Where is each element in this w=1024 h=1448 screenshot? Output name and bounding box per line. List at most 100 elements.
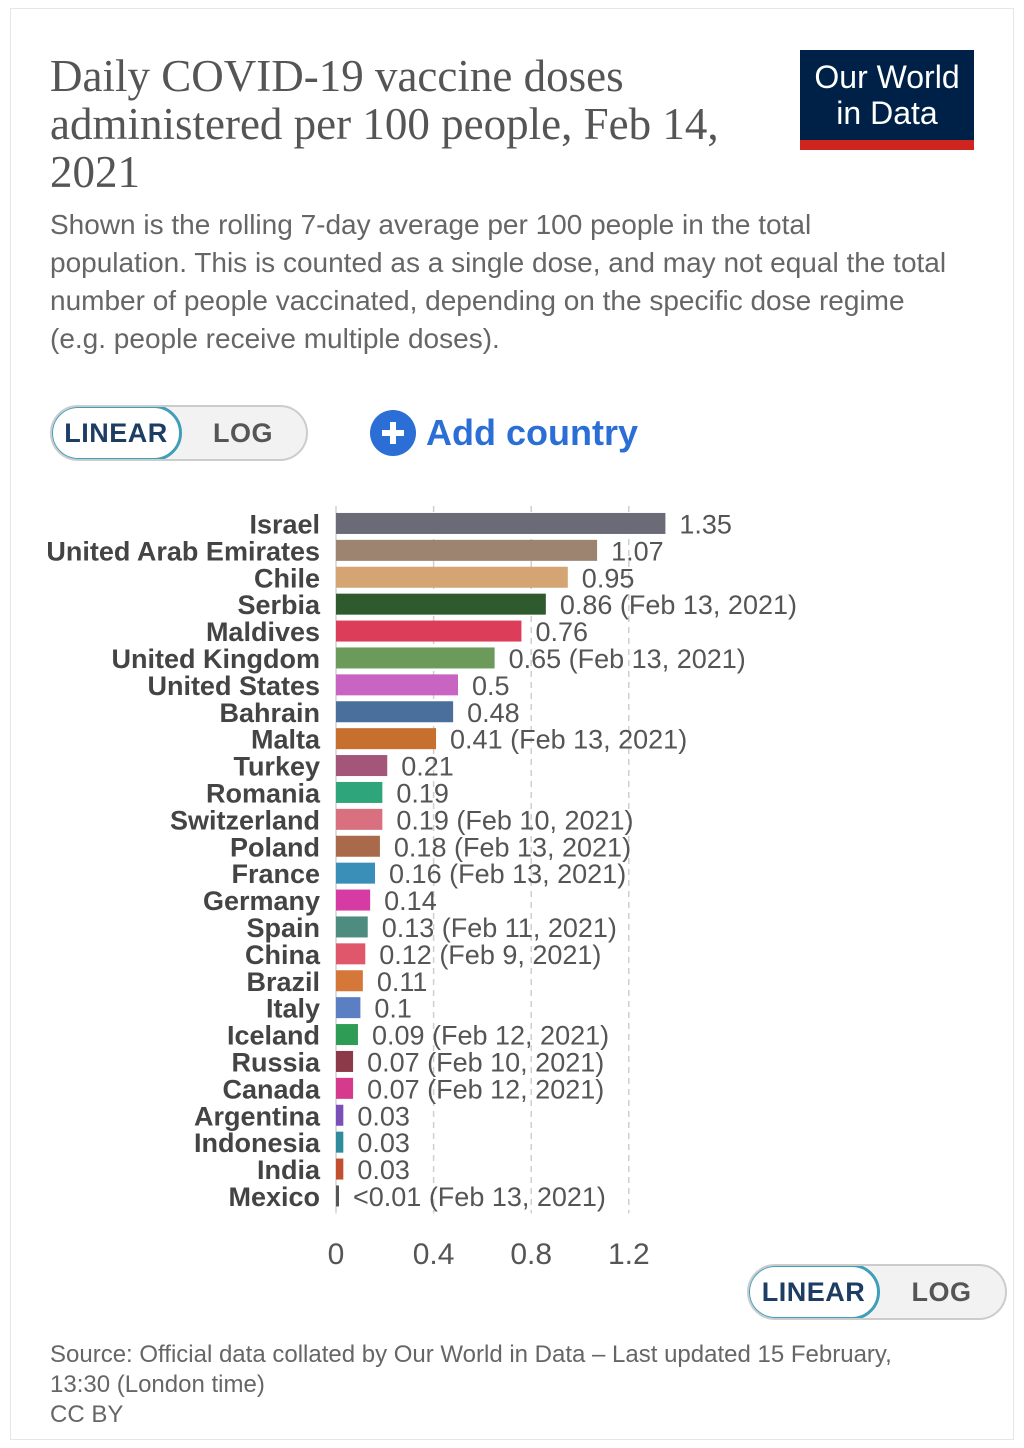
category-label: Turkey bbox=[233, 752, 320, 782]
chart-title: Daily COVID-19 vaccine doses administere… bbox=[50, 51, 719, 197]
bar bbox=[336, 781, 383, 803]
data-label: 0.18 (Feb 13, 2021) bbox=[394, 832, 631, 862]
category-label: Brazil bbox=[246, 967, 320, 997]
data-label: 0.95 bbox=[582, 563, 635, 593]
category-label: Canada bbox=[222, 1074, 321, 1104]
data-label: 1.07 bbox=[611, 536, 664, 566]
data-label: 0.03 bbox=[357, 1101, 410, 1131]
data-label: 0.07 (Feb 12, 2021) bbox=[367, 1074, 604, 1104]
data-label: 0.1 bbox=[374, 994, 412, 1024]
bar bbox=[336, 512, 666, 534]
bar bbox=[336, 1104, 344, 1126]
chart-footer: Source: Official data collated by Our Wo… bbox=[50, 1340, 950, 1430]
data-label: 0.07 (Feb 10, 2021) bbox=[367, 1047, 604, 1077]
category-label: Spain bbox=[246, 913, 320, 943]
category-label: Poland bbox=[230, 832, 320, 862]
bar bbox=[336, 808, 383, 830]
logo-text-line2: in Data bbox=[836, 95, 938, 131]
category-label: Mexico bbox=[228, 1182, 320, 1212]
data-label: 0.16 (Feb 13, 2021) bbox=[389, 859, 626, 889]
data-label: 0.03 bbox=[357, 1155, 410, 1185]
category-label: United States bbox=[147, 671, 320, 701]
owid-logo[interactable]: Our World in Data bbox=[800, 50, 974, 150]
bar bbox=[336, 862, 376, 884]
data-label: 0.65 (Feb 13, 2021) bbox=[509, 644, 746, 674]
data-label: 1.35 bbox=[679, 509, 732, 539]
category-label: Maldives bbox=[206, 617, 320, 647]
x-tick-label: 1.2 bbox=[608, 1238, 650, 1271]
bar bbox=[336, 889, 371, 911]
category-label: Russia bbox=[231, 1047, 321, 1077]
category-label: Malta bbox=[251, 725, 321, 755]
bar bbox=[336, 728, 437, 750]
bar bbox=[336, 1131, 344, 1153]
bar bbox=[336, 755, 388, 777]
bar bbox=[336, 970, 363, 992]
logo-text-line1: Our World bbox=[814, 59, 960, 95]
data-label: 0.13 (Feb 11, 2021) bbox=[382, 913, 617, 943]
bar bbox=[336, 1050, 354, 1072]
category-label: Germany bbox=[203, 886, 320, 916]
category-label: United Arab Emirates bbox=[46, 536, 320, 566]
bar bbox=[336, 566, 568, 588]
bar bbox=[336, 916, 368, 938]
x-tick-label: 0.8 bbox=[510, 1238, 552, 1271]
bar bbox=[336, 539, 598, 561]
data-label: 0.48 bbox=[467, 698, 520, 728]
chart-subtitle: Shown is the rolling 7-day average per 1… bbox=[50, 209, 947, 354]
category-label: Serbia bbox=[237, 590, 321, 620]
data-label: 0.03 bbox=[357, 1128, 410, 1158]
category-label: Iceland bbox=[227, 1021, 320, 1051]
bar bbox=[336, 1024, 358, 1046]
category-label: Italy bbox=[266, 994, 320, 1024]
category-label: China bbox=[245, 940, 321, 970]
scale-toggle-top: LINEAR LOG bbox=[50, 405, 308, 461]
log-scale-button[interactable]: LOG bbox=[213, 417, 273, 448]
add-country-label: Add country bbox=[426, 412, 638, 453]
category-label: Indonesia bbox=[194, 1128, 321, 1158]
chart-card bbox=[10, 8, 1014, 1440]
bar bbox=[336, 943, 366, 965]
bar bbox=[336, 647, 495, 669]
data-label: 0.41 (Feb 13, 2021) bbox=[450, 725, 687, 755]
data-label: 0.09 (Feb 12, 2021) bbox=[372, 1021, 609, 1051]
x-tick-label: 0.4 bbox=[413, 1238, 455, 1271]
category-label: Romania bbox=[206, 778, 321, 808]
bar bbox=[336, 997, 361, 1019]
bar bbox=[336, 1158, 344, 1180]
data-label: 0.19 bbox=[396, 778, 449, 808]
data-label: <0.01 (Feb 13, 2021) bbox=[353, 1182, 606, 1212]
category-label: Bahrain bbox=[219, 698, 320, 728]
plus-circle-icon bbox=[370, 410, 416, 456]
bar bbox=[336, 1185, 339, 1207]
data-label: 0.11 bbox=[377, 967, 428, 997]
category-label: France bbox=[231, 859, 320, 889]
bar bbox=[336, 701, 454, 723]
bar bbox=[336, 593, 546, 615]
add-country-button[interactable]: Add country bbox=[370, 405, 638, 461]
bar bbox=[336, 835, 380, 857]
data-label: 0.14 bbox=[384, 886, 437, 916]
linear-scale-button[interactable]: LINEAR bbox=[52, 407, 182, 459]
data-label: 0.19 (Feb 10, 2021) bbox=[396, 805, 633, 835]
bar bbox=[336, 620, 522, 642]
scale-toggle-bottom: LINEAR LOG bbox=[747, 1264, 1007, 1320]
bar bbox=[336, 1077, 354, 1099]
linear-scale-button-bottom[interactable]: LINEAR bbox=[749, 1266, 880, 1318]
bar bbox=[336, 674, 458, 696]
category-label: Argentina bbox=[194, 1101, 321, 1131]
category-label: Chile bbox=[254, 563, 320, 593]
license-note: CC BY bbox=[50, 1401, 124, 1428]
category-label: Switzerland bbox=[170, 805, 320, 835]
source-note: Source: Official data collated by Our Wo… bbox=[50, 1341, 892, 1398]
category-label: Israel bbox=[249, 509, 320, 539]
data-label: 0.5 bbox=[472, 671, 510, 701]
x-tick-label: 0 bbox=[328, 1238, 345, 1271]
data-label: 0.21 bbox=[401, 752, 454, 782]
category-label: India bbox=[257, 1155, 321, 1185]
data-label: 0.76 bbox=[535, 617, 588, 647]
log-scale-button-bottom[interactable]: LOG bbox=[911, 1276, 972, 1307]
data-label: 0.12 (Feb 9, 2021) bbox=[379, 940, 601, 970]
data-label: 0.86 (Feb 13, 2021) bbox=[560, 590, 797, 620]
